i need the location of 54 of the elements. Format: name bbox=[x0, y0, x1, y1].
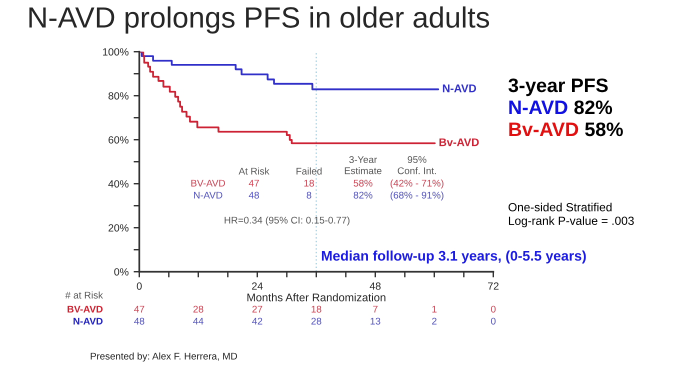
annotation: At Risk bbox=[238, 167, 270, 175]
annotation: 95% Conf. Int. bbox=[398, 156, 436, 174]
text: 42 bbox=[252, 318, 262, 325]
series-label: Bv-AVD bbox=[439, 138, 479, 146]
text: BV-AVD bbox=[68, 306, 103, 313]
annotation: 8 bbox=[306, 192, 312, 199]
series-label: N-AVD bbox=[442, 84, 476, 92]
annotation: 58% bbox=[354, 180, 372, 187]
annotation: HR=0.34 (95% CI: 0.15-0.77) bbox=[224, 216, 350, 226]
y-tick-label: 0% bbox=[114, 268, 129, 276]
text: 13 bbox=[370, 318, 380, 325]
annotation: N-AVD bbox=[194, 192, 222, 199]
text: 0 bbox=[490, 306, 496, 313]
text: 0 bbox=[490, 318, 496, 325]
y-tick-label: 20% bbox=[108, 224, 129, 232]
text: Presented by: Alex F. Herrera, MD bbox=[90, 352, 238, 362]
text: N-AVD bbox=[509, 100, 568, 114]
text: 48 bbox=[134, 318, 144, 325]
x-axis-title: Months After Randomization bbox=[247, 293, 386, 302]
annotation: 18 bbox=[304, 180, 314, 187]
text: 27 bbox=[252, 306, 262, 313]
text: 1 bbox=[432, 306, 437, 313]
y-tick-label: 40% bbox=[108, 180, 129, 188]
y-tick-label: 80% bbox=[108, 92, 129, 100]
annotation: 82% bbox=[354, 192, 372, 199]
text: One-sided Stratified Log-rank P-value = .003 bbox=[508, 202, 634, 228]
annotation: BV-AVD bbox=[191, 180, 226, 187]
text: N-AVD bbox=[74, 318, 103, 325]
text: 47 bbox=[134, 306, 144, 313]
x-tick-label: 24 bbox=[252, 282, 263, 290]
annotation: 47 bbox=[248, 180, 259, 187]
text: 7 bbox=[373, 306, 378, 313]
text: 44 bbox=[193, 318, 204, 325]
annotation: 48 bbox=[248, 192, 259, 199]
annotation: (42% - 71%) bbox=[390, 179, 444, 189]
text: 28 bbox=[311, 318, 322, 325]
chart-title: N-AVD prolongs PFS in older adults bbox=[29, 6, 490, 34]
annotation: 3-Year Estimate bbox=[344, 156, 382, 174]
x-tick-label: 0 bbox=[136, 282, 142, 290]
text: 82% bbox=[574, 100, 612, 114]
annotation: (68% - 91%) bbox=[390, 191, 444, 201]
x-tick-label: 72 bbox=[488, 282, 499, 290]
text: 18 bbox=[312, 306, 322, 313]
text: 28 bbox=[193, 306, 204, 313]
text: 58% bbox=[585, 122, 623, 136]
x-tick-label: 48 bbox=[370, 282, 381, 290]
annotation: Failed bbox=[296, 167, 322, 175]
text: 2 bbox=[432, 318, 437, 325]
text: Bv-AVD bbox=[509, 122, 578, 136]
y-tick-label: 100% bbox=[103, 48, 129, 56]
text: # at Risk bbox=[65, 291, 104, 299]
y-tick-label: 60% bbox=[108, 136, 129, 144]
text: 3-year PFS bbox=[508, 78, 608, 96]
annotation: Median follow-up 3.1 years, (0-5.5 years) bbox=[322, 250, 586, 264]
